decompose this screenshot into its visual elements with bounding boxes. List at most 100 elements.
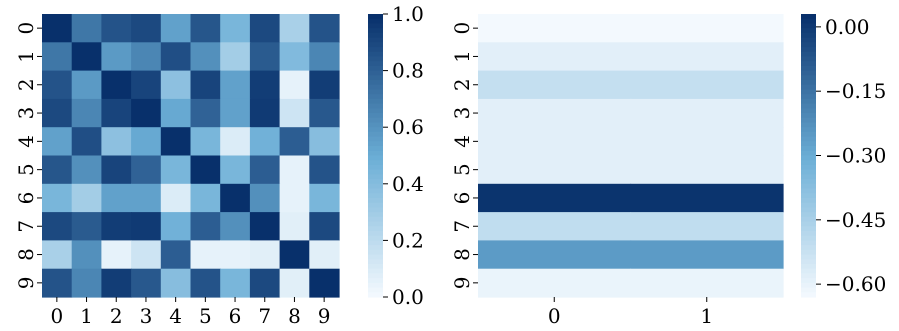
heatmap0-xtick-label: 9 — [318, 304, 331, 328]
heatmap1-ytick-label: 2 — [450, 78, 474, 91]
heatmap0-cell-r0-c9 — [309, 14, 340, 43]
heatmap1-cell-r5-c1 — [630, 155, 784, 185]
heatmap1-cell-r8-c0 — [478, 240, 632, 270]
heatmap0-cell-r8-c0 — [42, 240, 73, 270]
heatmap0-cell-r3-c7 — [249, 98, 281, 128]
colorbar1-gradient-step — [801, 212, 816, 218]
colorbar1-gradient-step — [801, 70, 816, 76]
heatmap0-xtick-label: 7 — [258, 304, 271, 328]
heatmap1-ytick-label: 0 — [450, 22, 474, 35]
heatmap0-cell-r0-c2 — [101, 14, 132, 43]
heatmap0-cell-r1-c9 — [309, 42, 340, 72]
heatmap1-cell-r0-c0 — [478, 14, 632, 43]
colorbar0-gradient-step — [368, 47, 383, 53]
heatmap0-cell-r9-c8 — [279, 268, 310, 298]
colorbar1-gradient-step — [801, 65, 816, 72]
heatmap0-cell-r8-c3 — [131, 240, 162, 270]
colorbar0-gradient-step — [368, 84, 383, 91]
heatmap0-ytick-label: 1 — [14, 50, 38, 63]
colorbar1-gradient-step — [801, 51, 816, 58]
colorbar0-gradient-step — [368, 65, 383, 72]
heatmap1-xtick-label: 0 — [548, 304, 561, 328]
heatmap-two-column: 0 1 0 1 2 3 4 5 6 7 8 9 — [450, 14, 784, 328]
heatmap0-cell-r0-c5 — [190, 14, 221, 43]
heatmap0-cell-r6-c2 — [101, 183, 132, 213]
heatmap0-cell-r1-c1 — [71, 42, 102, 72]
heatmap0-cell-r5-c2 — [101, 155, 132, 185]
heatmap0-cell-r3-c6 — [220, 98, 251, 128]
heatmap0-cell-r3-c3 — [131, 98, 162, 128]
colorbar0-gradient-step — [368, 230, 383, 237]
heatmap0-cell-r4-c3 — [131, 127, 162, 157]
heatmap1-xtick-label: 1 — [700, 304, 713, 328]
heatmap0-cell-r7-c1 — [71, 212, 102, 241]
heatmap0-cell-r8-c4 — [160, 240, 192, 270]
colorbar1-tick-label: −0.30 — [825, 144, 886, 168]
heatmap1-cell-r2-c1 — [630, 70, 784, 100]
heatmap0-cell-r5-c1 — [71, 155, 102, 185]
heatmap0-cell-r5-c9 — [309, 155, 340, 185]
colorbar0-gradient-step — [368, 80, 383, 86]
heatmap0-xtick-label: 3 — [140, 304, 153, 328]
colorbar1-gradient-step — [801, 28, 816, 34]
heatmap0-cell-r3-c5 — [190, 98, 221, 128]
colorbar0-gradient-step — [368, 287, 383, 293]
colorbar0-gradient-step — [368, 254, 383, 260]
colorbar0-gradient-step — [368, 108, 383, 114]
colorbar1-gradient-step — [801, 37, 816, 43]
colorbar1-gradient-step — [801, 103, 816, 109]
heatmap0-cell-r6-c9 — [309, 183, 340, 213]
heatmap0-cell-r8-c8 — [279, 240, 310, 270]
heatmap0-cell-r1-c6 — [220, 42, 251, 72]
colorbar1-gradient-step — [801, 150, 816, 157]
colorbar1-gradient-step — [801, 202, 816, 208]
colorbar0-gradient-step — [368, 61, 383, 67]
heatmap0-cell-r4-c6 — [220, 127, 251, 157]
colorbar0-gradient-step — [368, 188, 383, 194]
colorbar1-gradient-step — [801, 292, 816, 298]
colorbar1-gradient-step — [801, 155, 816, 161]
colorbar1-gradient-step — [801, 226, 816, 232]
colorbar1-gradient-step — [801, 287, 816, 293]
heatmap1-ytick-label: 8 — [450, 248, 474, 261]
colorbar0-gradient-step — [368, 183, 383, 190]
heatmap0-cell-r7-c9 — [309, 212, 340, 241]
heatmap0-cell-r4-c8 — [279, 127, 310, 157]
colorbar1-gradient-step — [801, 179, 816, 185]
colorbar0-gradient-step — [368, 212, 383, 218]
colorbar0-gradient-step — [368, 292, 383, 298]
colorbar1-gradient-step — [801, 89, 816, 95]
colorbar1-tick-label: −0.45 — [825, 208, 886, 232]
heatmap0-cell-r7-c5 — [190, 212, 221, 241]
colorbar1-gradient-step — [801, 56, 816, 62]
heatmap0-cell-r0-c4 — [160, 14, 192, 43]
heatmap0-ytick-label: 4 — [14, 135, 38, 148]
colorbar0-gradient-step — [368, 113, 383, 119]
colorbar0-gradient-step — [368, 37, 383, 43]
colorbar0-gradient-step — [368, 56, 383, 62]
heatmap0-cell-r2-c7 — [249, 70, 281, 100]
heatmap0-cell-r6-c4 — [160, 183, 192, 213]
heatmap1-ytick-label: 3 — [450, 107, 474, 120]
colorbar1-gradient-step — [801, 174, 816, 180]
colorbar0-gradient-step — [368, 202, 383, 208]
colorbar1-gradient-step — [801, 216, 816, 223]
colorbar1-gradient-step — [801, 14, 816, 20]
colorbar1-gradient-step — [801, 268, 816, 275]
heatmap1-cell-r2-c0 — [478, 70, 632, 100]
colorbar1-tick-label: −0.15 — [825, 79, 886, 103]
colorbar1-gradient-step — [801, 131, 816, 138]
colorbar1-gradient-step — [801, 47, 816, 53]
colorbar0-gradient-step — [368, 259, 383, 265]
heatmap0-cell-r3-c8 — [279, 98, 310, 128]
heatmap0-cell-r5-c3 — [131, 155, 162, 185]
colorbar0-gradient-step — [368, 150, 383, 157]
colorbar0-gradient-step — [368, 278, 383, 284]
colorbar0-gradient-step — [368, 235, 383, 241]
heatmap0-cell-r8-c1 — [71, 240, 102, 270]
colorbar1-gradient-step — [801, 221, 816, 227]
colorbar1-tick-label: 0.00 — [825, 15, 870, 39]
colorbar0-gradient-step — [368, 164, 383, 171]
colorbar0-gradient-step — [368, 28, 383, 34]
colorbar1-gradient-step — [801, 84, 816, 91]
